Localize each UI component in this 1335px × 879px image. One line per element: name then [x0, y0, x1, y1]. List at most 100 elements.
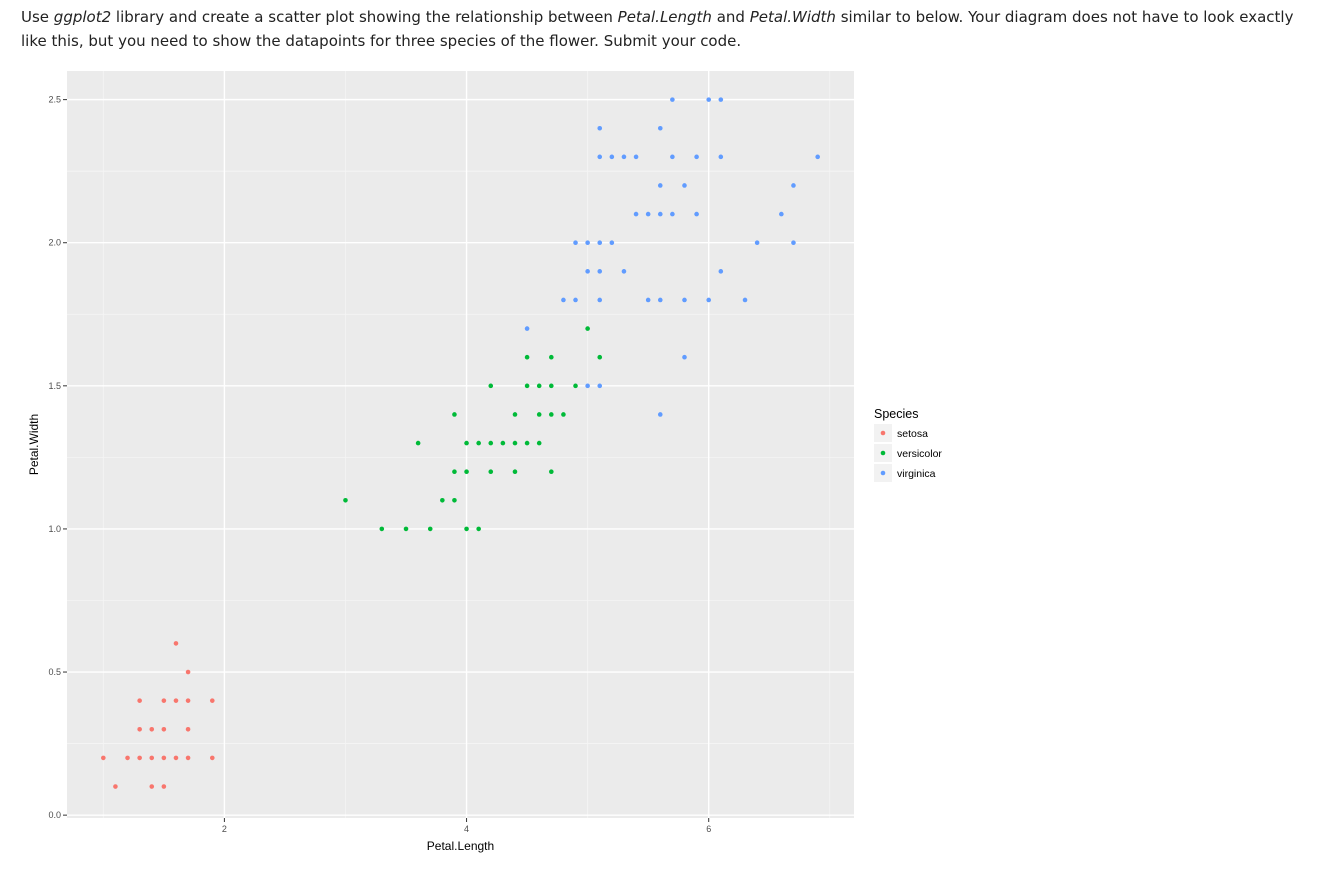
data-point-versicolor — [464, 526, 469, 532]
y-tick-label: 2.5 — [48, 95, 61, 105]
data-point-versicolor — [524, 440, 530, 446]
y-axis-title: Petal.Width — [27, 414, 41, 475]
data-point-setosa — [137, 726, 142, 732]
data-point-versicolor — [427, 526, 433, 532]
data-point-virginica — [670, 211, 675, 217]
data-point-virginica — [633, 154, 639, 160]
y-tick-label: 0.0 — [48, 810, 61, 820]
data-point-versicolor — [512, 412, 518, 417]
data-point-virginica — [706, 297, 712, 303]
data-point-virginica — [791, 183, 796, 188]
data-point-virginica — [621, 154, 627, 160]
data-point-virginica — [657, 183, 663, 188]
data-point-versicolor — [585, 326, 590, 331]
data-point-setosa — [173, 641, 179, 646]
data-point-setosa — [185, 726, 191, 732]
data-point-virginica — [561, 297, 566, 303]
data-point-virginica — [585, 383, 590, 389]
data-point-versicolor — [452, 469, 457, 474]
y-tick-label: 1.0 — [48, 524, 61, 534]
x-tick-label: 6 — [706, 824, 711, 834]
data-point-versicolor — [549, 383, 554, 389]
y-tick-label: 2.0 — [48, 238, 61, 248]
data-point-setosa — [173, 755, 179, 761]
data-point-virginica — [657, 412, 663, 417]
data-point-virginica — [682, 354, 687, 360]
data-point-virginica — [682, 297, 687, 303]
data-point-versicolor — [561, 412, 566, 417]
legend-label-setosa: setosa — [897, 428, 928, 440]
package-name: ggplot2 — [53, 8, 112, 26]
data-point-setosa — [161, 698, 167, 703]
data-point-virginica — [657, 297, 663, 303]
data-point-virginica — [597, 240, 603, 246]
data-point-virginica — [597, 125, 603, 131]
data-point-virginica — [670, 154, 675, 160]
axes: 2 4 6 0.0 0.5 1.0 1.5 2.0 2.5 — [48, 95, 711, 834]
data-point-setosa — [173, 698, 179, 703]
data-point-versicolor — [440, 498, 445, 503]
data-point-setosa — [113, 784, 118, 789]
data-point-virginica — [597, 383, 603, 389]
data-point-versicolor — [488, 440, 494, 446]
question-text-part: and — [711, 8, 750, 26]
x-tick-label: 2 — [222, 824, 227, 834]
data-point-versicolor — [488, 383, 494, 389]
data-point-virginica — [718, 97, 724, 102]
data-point-virginica — [682, 183, 687, 188]
minor-gridlines — [67, 71, 854, 818]
data-point-virginica — [657, 211, 663, 217]
data-point-virginica — [573, 297, 578, 303]
data-point-versicolor — [512, 469, 518, 474]
question-text-part: Use — [21, 8, 54, 26]
data-point-virginica — [706, 97, 712, 102]
data-point-virginica — [645, 211, 651, 217]
data-point-virginica — [779, 211, 784, 217]
data-point-versicolor — [415, 440, 421, 446]
data-point-virginica — [742, 297, 748, 303]
data-point-versicolor — [464, 469, 469, 474]
data-point-setosa — [161, 784, 167, 789]
data-point-versicolor — [549, 469, 554, 474]
data-point-virginica — [645, 297, 651, 303]
data-point-versicolor — [573, 383, 578, 389]
data-point-versicolor — [524, 383, 530, 389]
data-point-setosa — [101, 755, 106, 761]
data-point-virginica — [597, 269, 603, 274]
data-point-setosa — [185, 698, 191, 703]
y-tick-label: 0.5 — [48, 667, 61, 677]
data-point-setosa — [125, 755, 130, 761]
question-text-part: library and create a scatter plot showin… — [111, 8, 618, 26]
data-point-virginica — [791, 240, 796, 246]
data-point-versicolor — [343, 498, 348, 503]
data-point-versicolor — [476, 440, 481, 446]
data-point-setosa — [137, 698, 142, 703]
data-point-setosa — [185, 755, 191, 761]
data-point-setosa — [161, 726, 167, 732]
legend-marker-setosa — [880, 430, 886, 436]
major-gridlines — [67, 71, 854, 818]
data-point-virginica — [597, 297, 603, 303]
data-point-virginica — [585, 240, 590, 246]
data-point-setosa — [149, 726, 155, 732]
data-point-versicolor — [549, 412, 554, 417]
data-point-versicolor — [512, 440, 518, 446]
data-point-virginica — [597, 154, 603, 160]
data-point-virginica — [657, 125, 663, 131]
data-point-virginica — [609, 154, 615, 160]
data-point-virginica — [573, 240, 578, 246]
legend-marker-versicolor — [880, 450, 886, 456]
data-point-virginica — [585, 269, 590, 274]
x-axis-title: Petal.Length — [427, 839, 494, 853]
data-point-setosa — [209, 698, 215, 703]
data-point-virginica — [718, 154, 724, 160]
data-point-setosa — [209, 755, 215, 761]
data-point-virginica — [524, 326, 530, 331]
data-point-versicolor — [379, 526, 385, 532]
data-point-versicolor — [536, 440, 542, 446]
data-point-versicolor — [524, 354, 530, 360]
data-point-virginica — [694, 211, 699, 217]
data-point-versicolor — [476, 526, 481, 532]
data-point-versicolor — [536, 383, 542, 389]
legend-label-versicolor: versicolor — [897, 448, 942, 460]
